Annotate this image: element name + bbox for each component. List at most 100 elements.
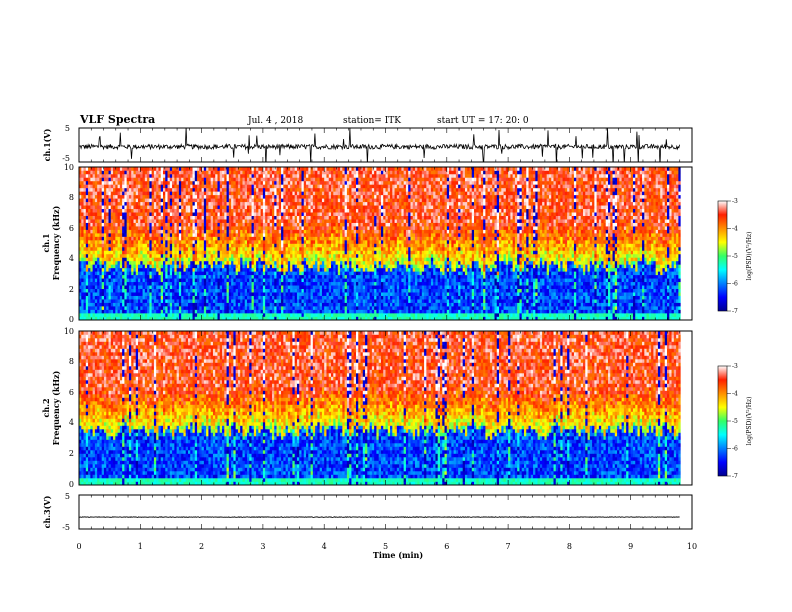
ch1-spec-cell [118, 303, 121, 307]
ch1-spec-cell [283, 195, 286, 199]
ch1-spec-cell [311, 278, 314, 282]
ch1-spec-cell [231, 198, 234, 202]
ch1-spec-cell [174, 233, 177, 237]
ch1-spec-cell [240, 167, 243, 171]
ch1-spec-cell [317, 310, 320, 314]
ch1-spec-cell [315, 181, 318, 185]
ch1-spec-cell [129, 177, 132, 181]
ch1-spec-cell [290, 289, 293, 293]
ch1-spec-cell [281, 264, 284, 268]
ch1-spec-cell [286, 174, 289, 178]
ch1-spec-cell [227, 184, 230, 188]
ch1-spec-cell [136, 205, 139, 209]
ch1-spec-cell [86, 240, 89, 244]
ch1-spec-cell [115, 275, 118, 279]
ch1-spec-cell [240, 240, 243, 244]
ch1-spec-cell [93, 226, 96, 230]
ch1-spec-cell [124, 292, 127, 296]
ch1-spec-cell [111, 233, 114, 237]
ch1-spec-cell [217, 261, 220, 265]
ch1-spec-cell [292, 167, 295, 171]
ch1-spec-cell [181, 191, 184, 195]
ch1-spec-cell [313, 198, 316, 202]
ch1-spec-cell [245, 244, 248, 248]
ch1-spec-cell [292, 181, 295, 185]
ch1-spec-cell [109, 244, 112, 248]
ch1-spec-cell [170, 233, 173, 237]
ch1-spec-cell [172, 191, 175, 195]
ch1-spec-cell [240, 282, 243, 286]
ch1-spec-cell [297, 275, 300, 279]
ch1-spec-cell [311, 195, 314, 199]
ch1-spec-cell [161, 209, 164, 213]
ch1-spec-cell [168, 278, 171, 282]
ch1-spec-cell [165, 170, 168, 174]
ch1-spec-cell [227, 285, 230, 289]
ch1-spec-cell [222, 275, 225, 279]
ch1-spec-cell [136, 181, 139, 185]
ch1-spec-cell [81, 174, 84, 178]
ch1-spec-cell [136, 261, 139, 265]
ch1-spec-cell [170, 247, 173, 251]
ch1-spec-cell [315, 209, 318, 213]
ch1-spec-cell [304, 299, 307, 303]
ch1-spec-cell [183, 240, 186, 244]
ch1-spec-cell [88, 268, 91, 272]
ch1-spec-cell [322, 195, 325, 199]
ch1-spec-cell [186, 226, 189, 230]
ch1-spec-cell [227, 275, 230, 279]
ch1-spec-cell [124, 306, 127, 310]
ch1-spec-cell [109, 240, 112, 244]
ch1-spec-cell [99, 278, 102, 282]
ch1-spec-cell [277, 191, 280, 195]
ch1-spec-cell [249, 296, 252, 300]
ch1-spec-cell [231, 216, 234, 220]
ch1-spec-cell [272, 303, 275, 307]
ch1-spec-cell [127, 275, 130, 279]
ch1-spec-cell [190, 278, 193, 282]
ch1-spec-cell [245, 261, 248, 265]
ch1-spec-cell [290, 205, 293, 209]
ch1-spec-cell [320, 275, 323, 279]
ch1-spec-cell [247, 282, 250, 286]
ch1-spec-cell [195, 212, 198, 216]
ch1-spec-cell [174, 223, 177, 227]
ch1-spec-cell [256, 223, 259, 227]
ch1-spec-cell [252, 310, 255, 314]
ch1-spec-cell [81, 198, 84, 202]
ch1-spec-cell [170, 244, 173, 248]
ch1-spec-cell [170, 261, 173, 265]
ch1-spec-cell [254, 202, 257, 206]
ch1-spec-cell [106, 181, 109, 185]
ch1-spec-cell [188, 257, 191, 261]
ch1-spec-cell [308, 299, 311, 303]
ch1-spec-cell [206, 292, 209, 296]
ch1-spec-cell [313, 174, 316, 178]
ch1-spec-cell [302, 310, 305, 314]
ch1-spec-cell [190, 216, 193, 220]
ch1-spec-cell [283, 198, 286, 202]
ch1-spec-cell [131, 174, 134, 178]
ch1-spec-cell [197, 247, 200, 251]
ch1-spec-cell [136, 313, 139, 317]
ch1-spec-cell [247, 271, 250, 275]
ch1-spec-cell [122, 271, 125, 275]
ch1-spec-cell [297, 292, 300, 296]
ch1-spec-cell [306, 303, 309, 307]
ch1-spec-cell [308, 292, 311, 296]
ch1-spec-cell [120, 282, 123, 286]
ch1-spec-cell [149, 254, 152, 258]
ch1-spec-cell [124, 181, 127, 185]
ch1-spec-cell [90, 209, 93, 213]
ch1-spec-cell [127, 247, 130, 251]
ch1-spec-cell [283, 299, 286, 303]
ch1-spec-cell [279, 184, 282, 188]
ch1-spec-cell [292, 257, 295, 261]
ch1-spec-cell [211, 268, 214, 272]
ch1-spec-cell [118, 209, 121, 213]
ch1-spec-cell [324, 212, 327, 216]
ch1-spec-cell [272, 257, 275, 261]
ch1-spec-cell [306, 195, 309, 199]
ch1-spec-cell [84, 247, 87, 251]
ch1-spec-cell [106, 303, 109, 307]
